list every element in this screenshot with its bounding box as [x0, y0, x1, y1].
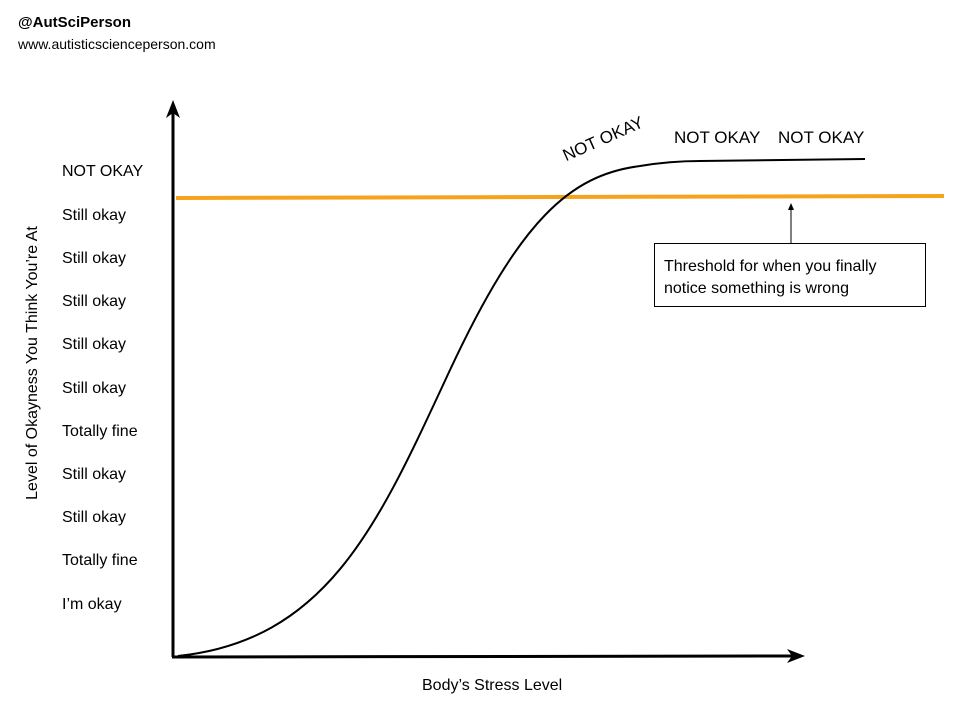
y-label: NOT OKAY [62, 163, 144, 180]
y-label: Totally fine [62, 423, 138, 440]
y-label: Still okay [62, 250, 127, 267]
y-label: Still okay [62, 380, 127, 397]
y-label: Still okay [62, 509, 127, 526]
threshold-callout-box: Threshold for when you finally notice so… [654, 243, 926, 307]
y-label: Still okay [62, 207, 127, 224]
y-axis-title: Level of Okayness You Think You’re At [24, 226, 41, 500]
curve-annotation-top-1: NOT OKAY [674, 128, 761, 147]
author-handle: @AutSciPerson [18, 14, 131, 31]
y-label: Still okay [62, 336, 127, 353]
y-label: Totally fine [62, 552, 138, 569]
callout-line-2: notice something is wrong [664, 280, 849, 297]
callout-line-1: Threshold for when you finally [664, 258, 877, 275]
y-label: Still okay [62, 293, 127, 310]
threshold-line [175, 194, 945, 200]
y-label: Still okay [62, 466, 127, 483]
x-axis-title: Body’s Stress Level [422, 677, 563, 694]
callout-arrow-icon [788, 203, 794, 210]
curve-annotation-top-2: NOT OKAY [778, 128, 865, 147]
x-axis-arrow-icon [787, 649, 805, 663]
y-axis-arrow-icon [166, 100, 180, 118]
y-label: I’m okay [62, 596, 122, 613]
author-website: www.autisticscienceperson.com [18, 36, 216, 52]
x-axis [171, 654, 796, 659]
stress-curve [177, 158, 866, 657]
